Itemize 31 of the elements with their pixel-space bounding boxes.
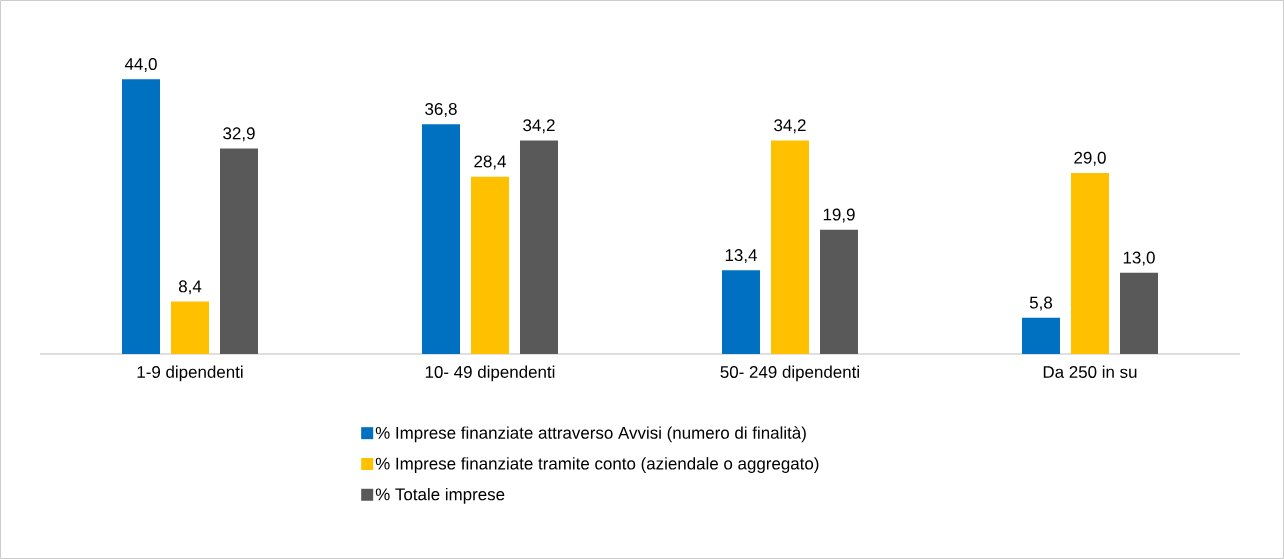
x-tick-label: 50- 249 dipendenti	[720, 365, 859, 382]
bar	[1119, 272, 1158, 354]
bar	[122, 79, 160, 354]
data-label: 32,9	[223, 127, 255, 142]
data-label: 36,8	[425, 102, 457, 117]
bar	[819, 229, 858, 354]
legend-label: % Imprese finanziate attraverso Avvisi (numero di finalità)	[375, 426, 806, 443]
bar	[1070, 172, 1109, 354]
data-label: 19,9	[823, 208, 855, 223]
legend-label: % Imprese finanziate tramite conto (aziendale o aggregato)	[375, 457, 819, 473]
bar	[1021, 317, 1060, 354]
x-tick-label: 10- 49 dipendenti	[425, 365, 555, 382]
data-label: 28,4	[474, 155, 506, 170]
data-label: 5,8	[1029, 296, 1053, 311]
x-tick-label: 1-9 dipendenti	[137, 365, 243, 382]
data-label: 29,0	[1074, 151, 1106, 166]
data-label: 13,0	[1123, 251, 1155, 266]
data-label: 13,4	[725, 249, 757, 264]
bar	[520, 140, 558, 354]
x-tick-label: Da 250 in su	[1043, 365, 1137, 378]
bar	[220, 148, 258, 354]
data-label: 44,0	[124, 58, 157, 73]
bar	[770, 140, 809, 354]
legend-label: % Totale imprese	[375, 487, 505, 504]
data-label: 34,2	[523, 119, 555, 134]
data-label: 8,4	[178, 280, 202, 295]
bar	[471, 176, 509, 354]
bar	[421, 124, 460, 354]
bar	[721, 270, 760, 354]
data-label: 34,2	[774, 119, 806, 134]
bar	[171, 301, 209, 354]
